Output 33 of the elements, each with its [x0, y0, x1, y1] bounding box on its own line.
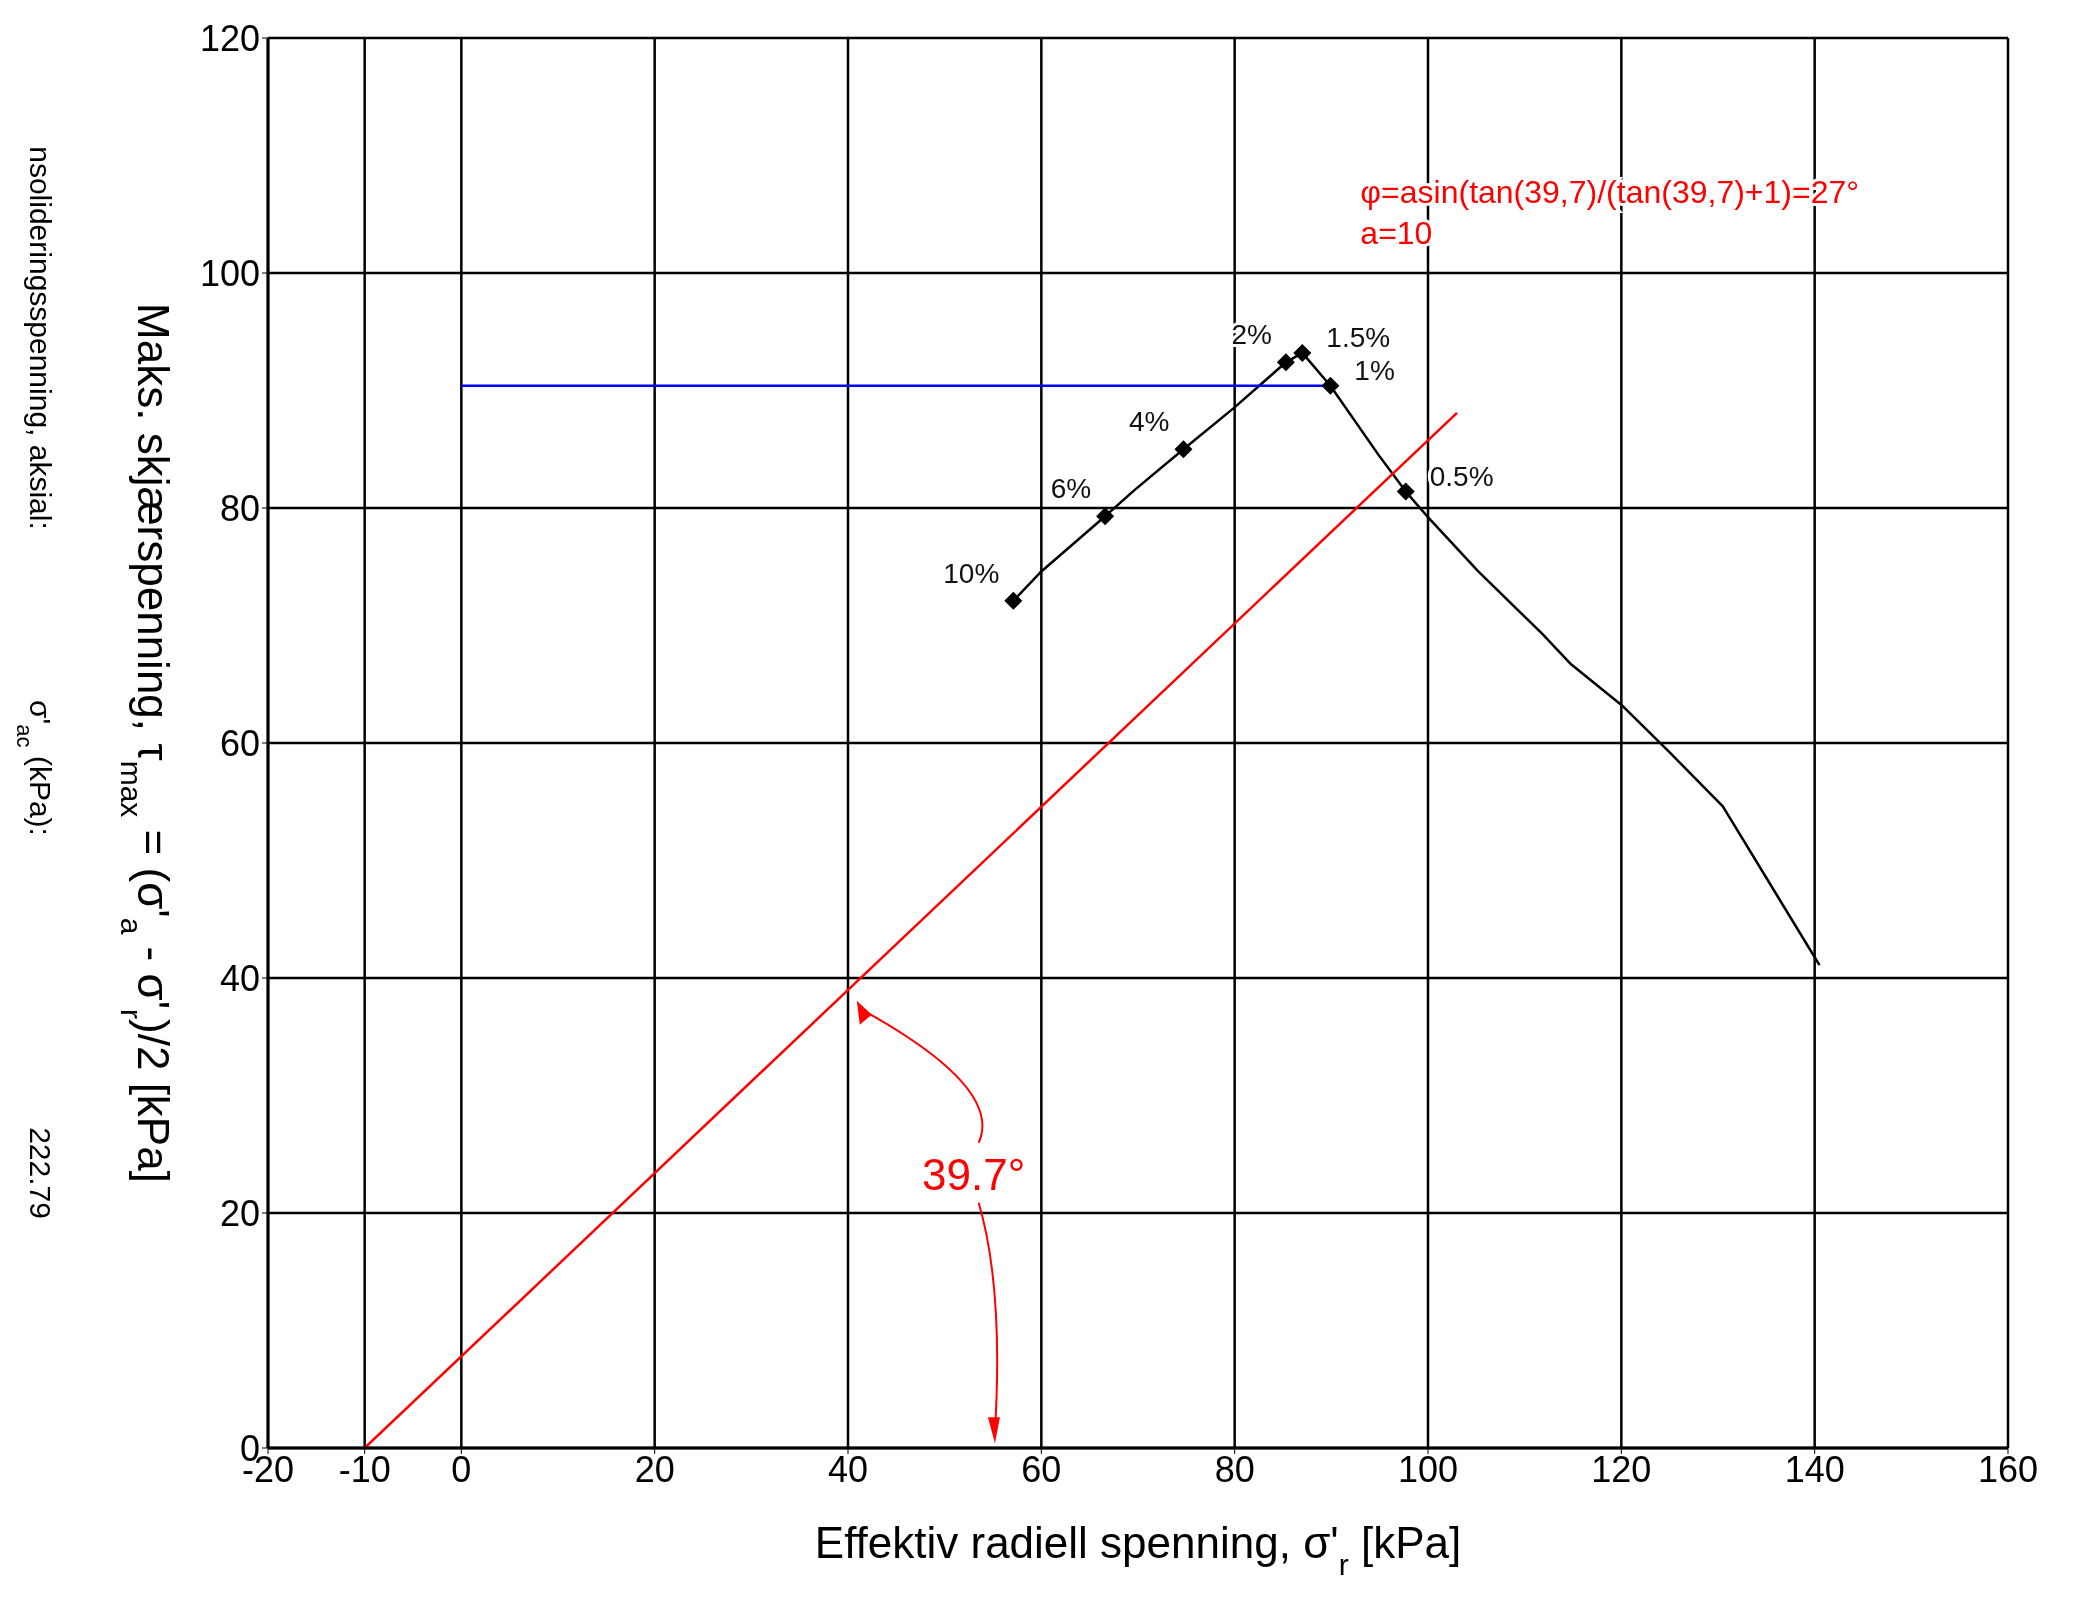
x-tick-label: -10	[338, 1448, 391, 1490]
x-tick-label: 120	[1591, 1448, 1652, 1490]
x-tick-label: 140	[1784, 1448, 1845, 1490]
annotation: 10%	[943, 557, 1000, 589]
x-tick-label: 60	[1021, 1448, 1062, 1490]
x-axis-title: Effektiv radiell spenning, σ'$_{r}$ [kPa]	[814, 1518, 1462, 1581]
point	[1396, 482, 1415, 501]
x-tick-label: 20	[634, 1448, 675, 1490]
text: nsolideringsspenning, aksial:	[24, 146, 57, 530]
y-tick-label: 40	[219, 957, 260, 999]
x-tick-label: 100	[1397, 1448, 1459, 1490]
point	[1276, 353, 1295, 372]
point	[1293, 343, 1312, 362]
point	[1174, 440, 1193, 459]
annotation: 1%	[1354, 354, 1395, 386]
annotation: 6%	[1050, 473, 1092, 505]
annotation: 0.5%	[1429, 460, 1494, 492]
annotation: 4%	[1128, 406, 1170, 438]
x-tick-label: 0	[451, 1448, 472, 1490]
x-tick-label: 80	[1214, 1448, 1255, 1490]
y-tick-label: 120	[199, 17, 260, 59]
point	[1096, 507, 1115, 526]
annotation: 39.7°	[922, 1149, 1026, 1199]
annotation: 1.5%	[1326, 321, 1391, 353]
point	[1321, 376, 1340, 395]
y-tick-label: 20	[219, 1192, 260, 1234]
y-tick-label: 100	[199, 252, 260, 294]
x-tick-label: 160	[1977, 1448, 2039, 1490]
y-tick-label: 60	[219, 722, 260, 764]
point	[1004, 591, 1023, 610]
y-tick-label: 80	[219, 487, 260, 529]
x-tick-label: 40	[827, 1448, 869, 1490]
text: 222.79	[24, 1127, 57, 1219]
